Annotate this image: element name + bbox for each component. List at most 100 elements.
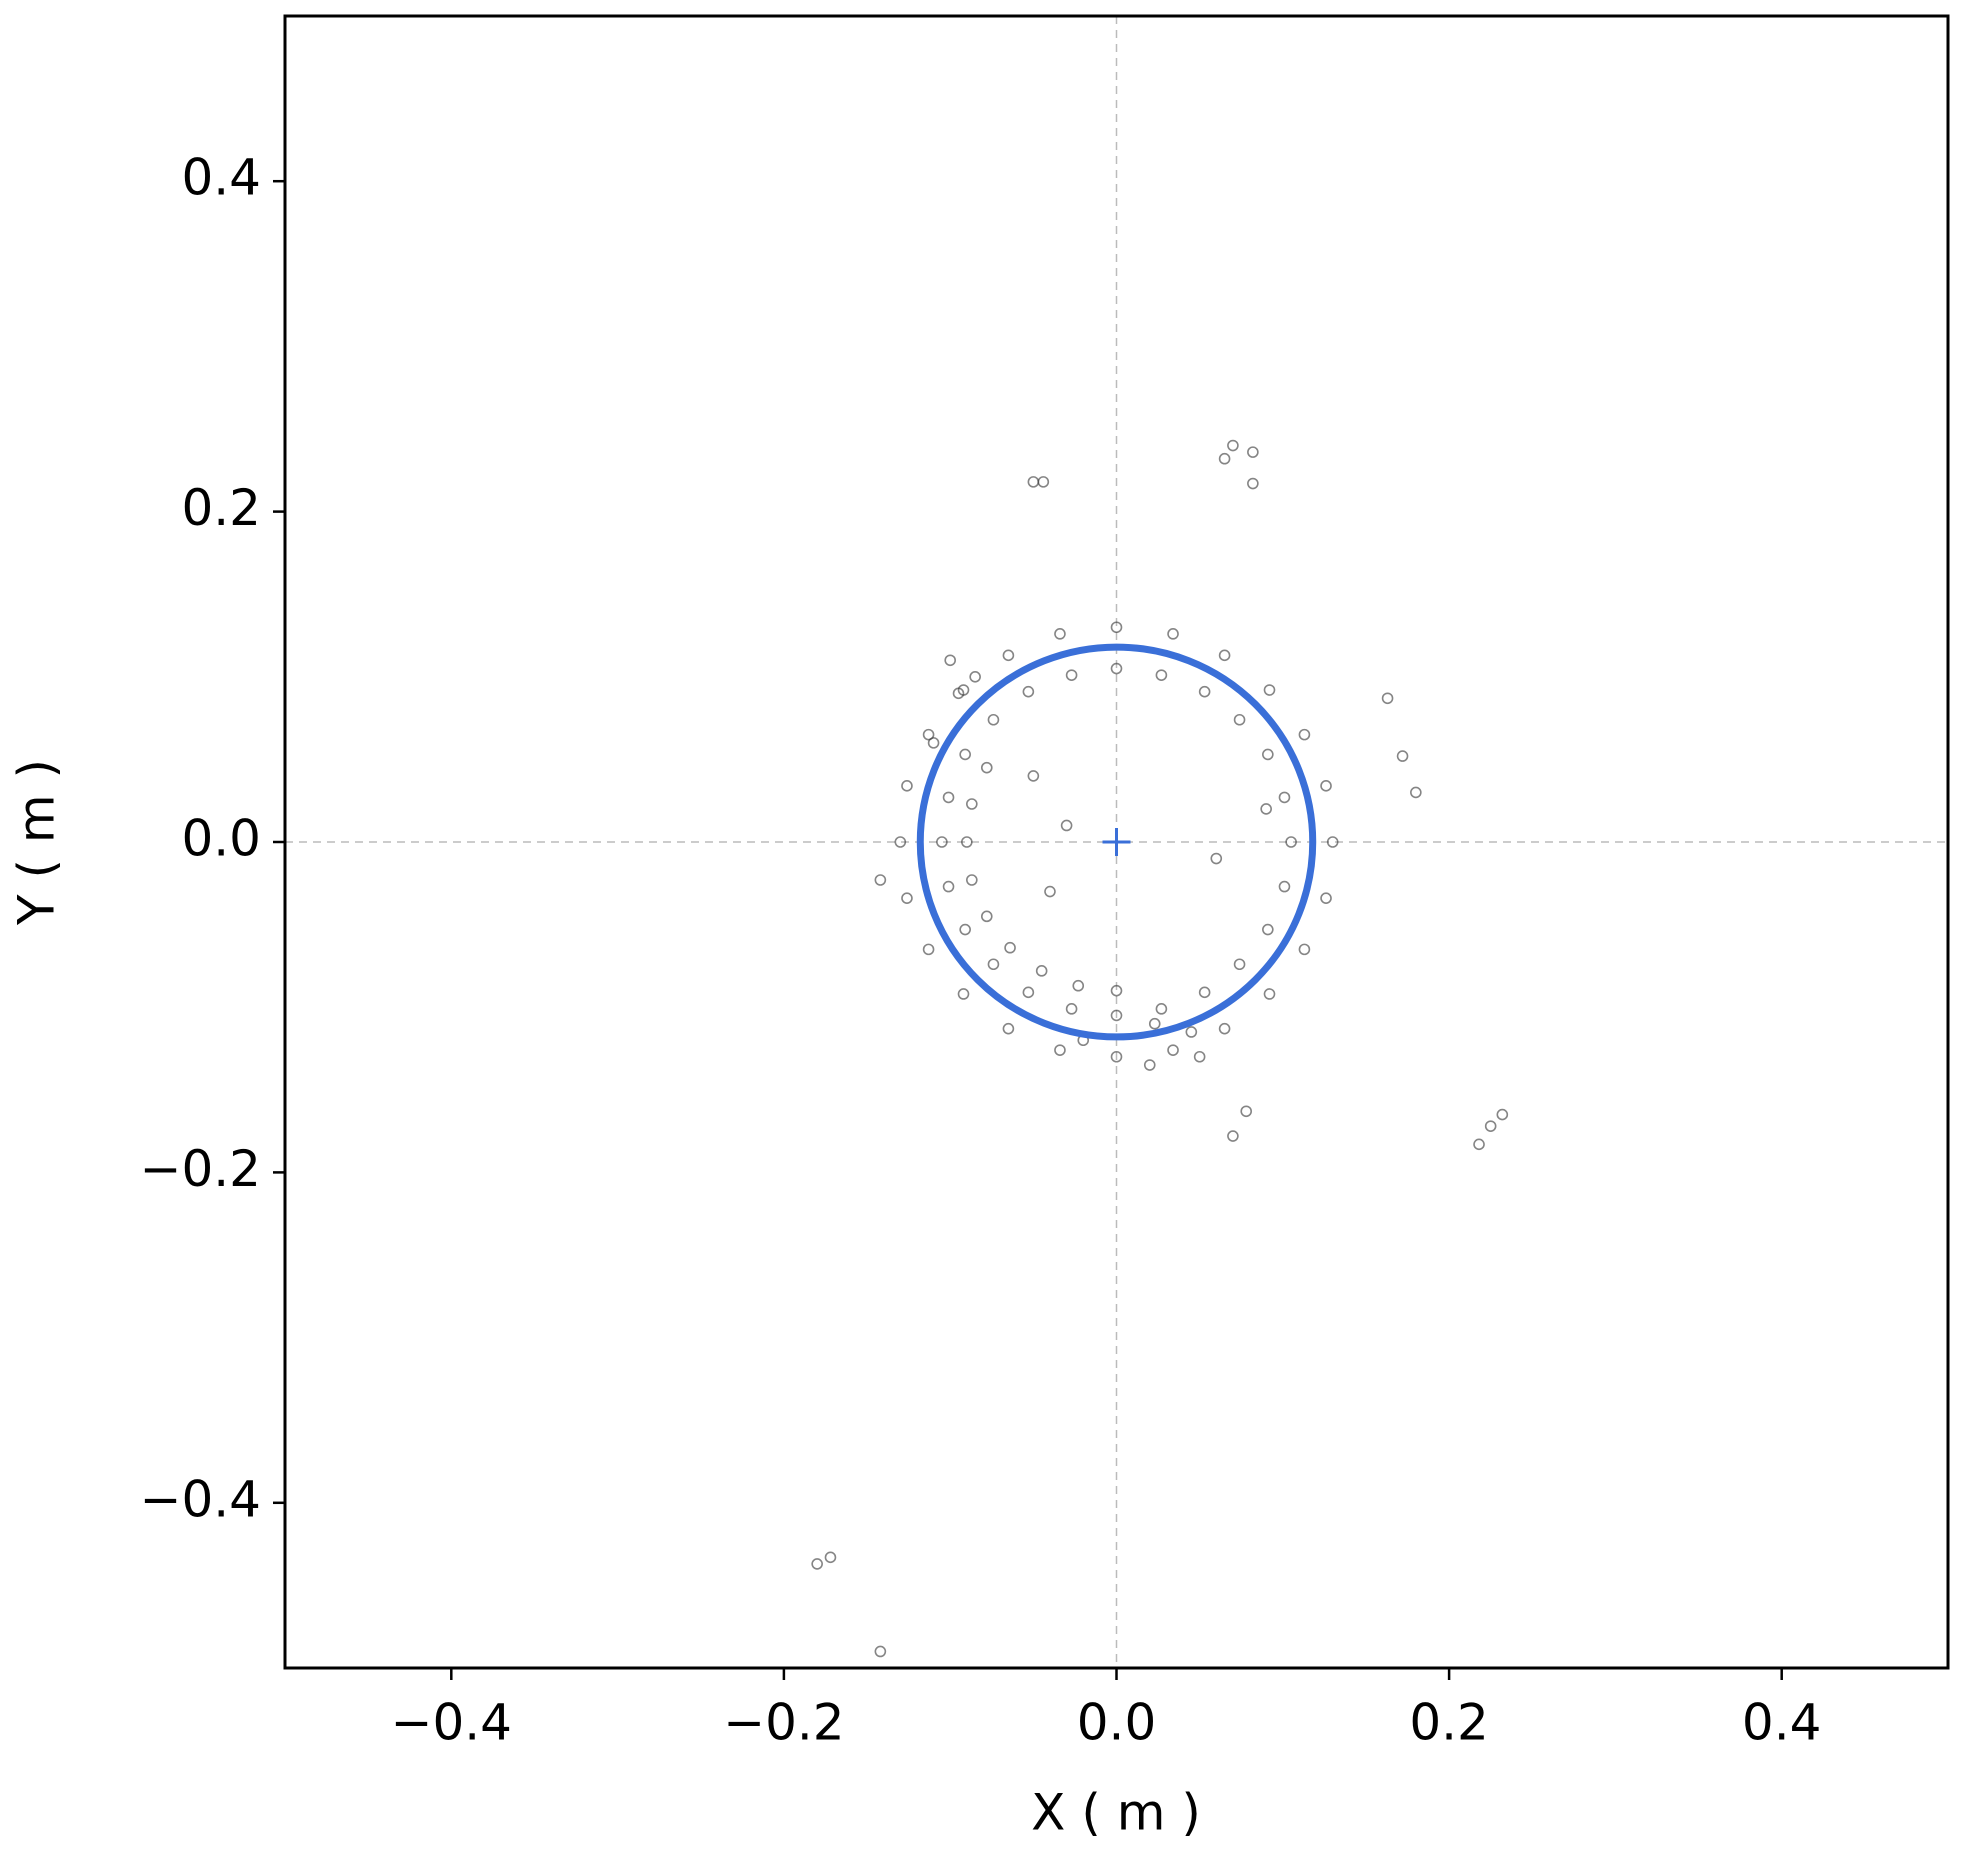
data-point xyxy=(1247,477,1259,490)
data-point xyxy=(1110,984,1123,997)
data-point xyxy=(1260,803,1272,815)
data-point xyxy=(1027,476,1040,488)
data-point xyxy=(1110,621,1123,634)
data-point xyxy=(1143,1059,1156,1071)
data-point xyxy=(901,892,913,904)
data-point xyxy=(1298,728,1311,741)
data-point xyxy=(944,654,957,667)
data-point xyxy=(1054,628,1066,640)
data-point xyxy=(1155,669,1168,681)
data-point xyxy=(959,748,971,761)
data-point xyxy=(1072,979,1085,992)
x-tick-label: −0.2 xyxy=(723,1694,844,1752)
data-point xyxy=(1110,1050,1123,1063)
data-point xyxy=(1110,1009,1123,1022)
y-tick-label: 0.0 xyxy=(181,810,261,868)
data-point xyxy=(969,670,981,683)
data-point xyxy=(966,874,978,886)
data-point xyxy=(936,836,948,848)
y-axis-label: Y ( m ) xyxy=(8,759,66,926)
data-point xyxy=(1263,684,1276,696)
data-point xyxy=(874,874,887,886)
data-point xyxy=(959,923,971,936)
data-point xyxy=(1496,1108,1509,1121)
data-point xyxy=(1233,713,1246,726)
data-point xyxy=(922,728,935,741)
x-tick-label: −0.4 xyxy=(391,1694,512,1752)
data-point xyxy=(1218,452,1231,465)
x-tick-label: 0.0 xyxy=(1077,1694,1157,1752)
data-point xyxy=(1060,819,1073,832)
data-point xyxy=(1185,1026,1198,1038)
y-tick-label: 0.2 xyxy=(181,479,261,537)
data-point xyxy=(1285,836,1297,848)
data-point xyxy=(1381,692,1394,705)
data-point xyxy=(1167,1044,1179,1056)
data-point xyxy=(811,1558,823,1570)
data-point xyxy=(1004,941,1016,954)
x-axis-label: X ( m ) xyxy=(1031,1784,1201,1842)
data-point xyxy=(1320,892,1332,904)
data-point xyxy=(1263,988,1276,1000)
data-point xyxy=(874,1645,887,1658)
data-point xyxy=(1035,965,1048,977)
data-point xyxy=(1247,446,1259,458)
data-point xyxy=(1022,986,1035,999)
data-point xyxy=(1410,786,1422,799)
data-point xyxy=(952,687,965,700)
data-point xyxy=(1262,923,1274,936)
data-point xyxy=(1155,1003,1168,1015)
data-point xyxy=(1218,1022,1231,1035)
data-point xyxy=(980,910,993,923)
data-point xyxy=(987,713,1000,726)
data-point xyxy=(1227,1130,1239,1142)
data-point xyxy=(1326,836,1339,848)
data-point xyxy=(1002,649,1015,662)
data-point xyxy=(1233,958,1246,971)
y-tick-label: 0.4 xyxy=(181,149,261,207)
data-point xyxy=(1210,852,1223,865)
y-tick-label: −0.4 xyxy=(140,1470,261,1528)
data-point xyxy=(1193,1050,1206,1063)
data-point xyxy=(1484,1120,1497,1132)
data-point xyxy=(1065,1003,1078,1015)
data-point xyxy=(894,836,907,848)
data-point xyxy=(1110,662,1123,675)
fit-center xyxy=(1102,828,1131,856)
x-tick-label: 0.2 xyxy=(1409,1694,1489,1752)
x-tick-label: 0.4 xyxy=(1742,1694,1822,1752)
data-point xyxy=(1240,1105,1253,1118)
data-point xyxy=(1022,685,1035,698)
data-point xyxy=(1198,685,1211,698)
data-point xyxy=(1044,885,1056,898)
data-point xyxy=(1054,1044,1066,1056)
y-tick-label: −0.2 xyxy=(140,1140,261,1198)
data-point xyxy=(957,988,970,1000)
data-point xyxy=(1065,669,1078,681)
data-point xyxy=(1298,943,1311,956)
data-point xyxy=(1198,986,1211,999)
data-point xyxy=(1262,748,1274,761)
data-point xyxy=(1396,750,1409,762)
data-point xyxy=(824,1551,837,1564)
data-point xyxy=(1227,439,1239,452)
data-point xyxy=(922,943,935,956)
data-point xyxy=(1278,880,1291,893)
data-point xyxy=(980,761,993,774)
data-point xyxy=(1002,1022,1015,1035)
data-point xyxy=(1320,780,1332,792)
data-point xyxy=(961,836,973,848)
data-point xyxy=(1037,476,1050,488)
data-point xyxy=(1218,649,1231,662)
data-point xyxy=(966,798,978,810)
data-point xyxy=(942,791,955,804)
data-point xyxy=(1278,791,1291,804)
fit-circle xyxy=(916,643,1317,1041)
plot-frame xyxy=(283,14,1950,1670)
data-point xyxy=(1027,770,1040,782)
data-point xyxy=(927,737,940,749)
data-point xyxy=(901,780,913,792)
data-point xyxy=(1473,1138,1485,1151)
data-point xyxy=(942,880,955,893)
